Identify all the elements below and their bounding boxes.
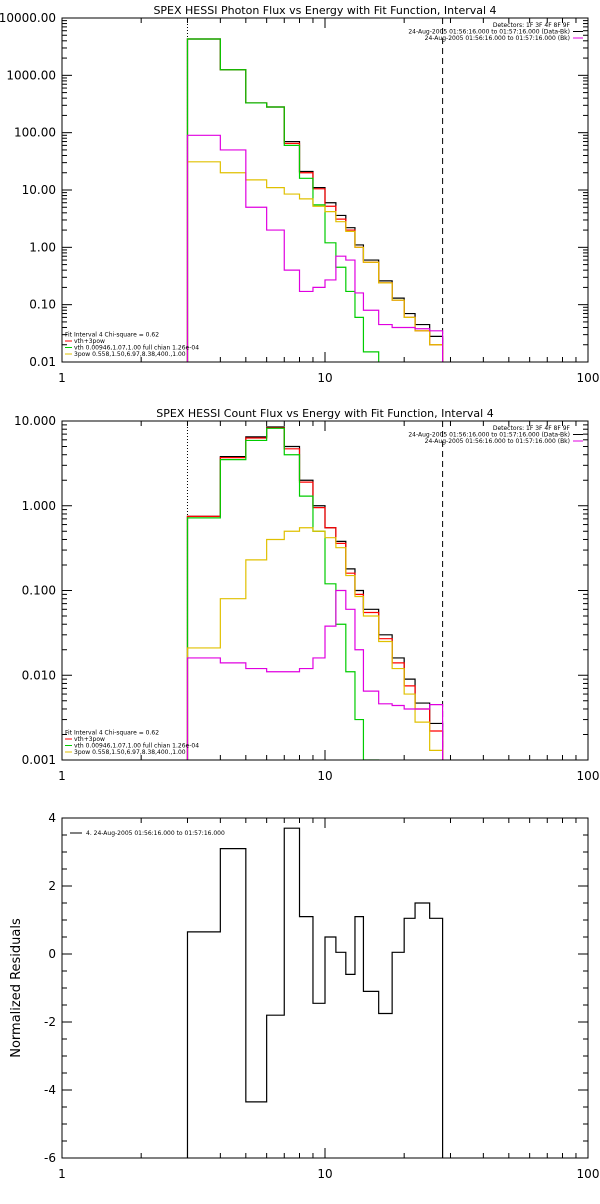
legend-entry: 3pow 0.558,1.50,6.97,8.38,400.,1.00	[74, 749, 186, 756]
series-line-1	[186, 827, 444, 1158]
legend-entry: 24-Aug-2005 01:56:16.000 to 01:57:16.000…	[408, 29, 570, 36]
y-tick-label: 1.000	[22, 499, 56, 513]
x-tick-label: 10	[317, 769, 332, 783]
y-tick-label: 4	[48, 811, 56, 825]
series-line-1	[186, 426, 444, 760]
x-axis: 1 10 100	[58, 18, 599, 385]
series-line-3	[186, 427, 380, 760]
y-tick-label: 0.01	[29, 355, 56, 369]
y-axis: -6 -4 -2 0 2 4	[44, 811, 588, 1165]
y-axis-label: Normalized Residuals	[9, 918, 24, 1058]
x-axis: 1 10 100	[58, 421, 599, 783]
y-tick-label: 0.10	[29, 298, 56, 312]
plot-area	[186, 38, 444, 362]
y-tick-label: -4	[44, 1083, 56, 1097]
legend-entry: 24-Aug-2005 01:56:16.000 to 01:57:16.000…	[425, 438, 570, 445]
y-tick-label: 10.000	[14, 414, 56, 428]
y-axis: 0.001 0.010 0.100 1.000 10.000	[14, 414, 588, 767]
y-tick-label: 10000.00	[0, 11, 56, 25]
chart-title: SPEX HESSI Count Flux vs Energy with Fit…	[156, 407, 493, 420]
legend-entry: vth 0.00946,1.07,1.00 full chian 1.26e-0…	[74, 743, 199, 750]
legend-entry: 24-Aug-2005 01:56:16.000 to 01:57:16.000…	[408, 432, 570, 439]
x-tick-label: 100	[577, 1167, 600, 1181]
x-tick-label: 100	[577, 371, 600, 385]
legend-entry: Detectors: 1F 3F 4F 8F 9F	[493, 22, 571, 29]
x-tick-label: 10	[317, 1167, 332, 1181]
y-tick-label: -2	[44, 1015, 56, 1029]
chart-panel-2: SPEX HESSI Count Flux vs Energy with Fit…	[14, 407, 599, 783]
y-tick-label: 100.00	[14, 126, 56, 140]
chart-panel-3: Normalized Residuals 1 10 100 -6 -4 -2 0 2 4 4. 24…	[9, 811, 599, 1181]
series-line-2	[186, 38, 444, 362]
x-axis: 1 10 100	[58, 818, 599, 1181]
series-line-3	[186, 38, 380, 362]
x-tick-label: 1	[58, 371, 66, 385]
y-tick-label: -6	[44, 1151, 56, 1165]
legend-bottom: Fit Interval 4 Chi-square = 0.62vth+3pow…	[65, 332, 199, 358]
legend-entry: 4. 24-Aug-2005 01:56:16.000 to 01:57:16.…	[86, 830, 225, 837]
y-tick-label: 0.100	[22, 584, 56, 598]
y-tick-label: 0.010	[22, 668, 56, 682]
series-line-5	[186, 134, 444, 362]
x-tick-label: 100	[577, 769, 600, 783]
plot-frame	[61, 817, 589, 1159]
y-tick-label: 1000.00	[6, 68, 56, 82]
series-line-1	[186, 38, 444, 362]
plot-frame	[61, 420, 589, 761]
plot-area	[186, 426, 444, 760]
plot-area	[186, 827, 444, 1158]
plot-frame	[61, 17, 589, 363]
y-tick-label: 10.00	[22, 183, 56, 197]
series-line-5	[186, 589, 444, 760]
chart-panel-1: SPEX HESSI Photon Flux vs Energy with Fi…	[0, 4, 599, 385]
legend-entry: 24-Aug-2005 01:56:16.000 to 01:57:16.000…	[425, 35, 570, 42]
y-axis: 0.01 0.10 1.00 10.00 100.00 1000.00 10000.00	[0, 11, 588, 369]
legend-entry: Fit Interval 4 Chi-square = 0.62	[65, 730, 159, 737]
series-line-4	[186, 161, 444, 362]
legend-entry: vth+3pow	[74, 736, 105, 743]
x-tick-label: 1	[58, 1167, 66, 1181]
legend-entry: vth+3pow	[74, 338, 105, 345]
legend-entry: vth 0.00946,1.07,1.00 full chian 1.26e-0…	[74, 345, 199, 352]
legend-top: 4. 24-Aug-2005 01:56:16.000 to 01:57:16.…	[70, 830, 225, 837]
series-line-4	[186, 527, 444, 760]
series-line-2	[186, 427, 444, 760]
y-tick-label: 1.00	[29, 240, 56, 254]
y-tick-label: 0.001	[22, 753, 56, 767]
x-tick-label: 10	[317, 371, 332, 385]
x-tick-label: 1	[58, 769, 66, 783]
legend-entry: 3pow 0.558,1.50,6.97,8.38,400.,1.00	[74, 351, 186, 358]
legend-entry: Detectors: 1F 3F 4F 8F 9F	[493, 425, 571, 432]
legend-entry: Fit Interval 4 Chi-square = 0.62	[65, 332, 159, 339]
y-tick-label: 2	[48, 879, 56, 893]
legend-bottom: Fit Interval 4 Chi-square = 0.62vth+3pow…	[65, 730, 199, 756]
y-tick-label: 0	[48, 947, 56, 961]
chart-title: SPEX HESSI Photon Flux vs Energy with Fi…	[153, 4, 496, 17]
